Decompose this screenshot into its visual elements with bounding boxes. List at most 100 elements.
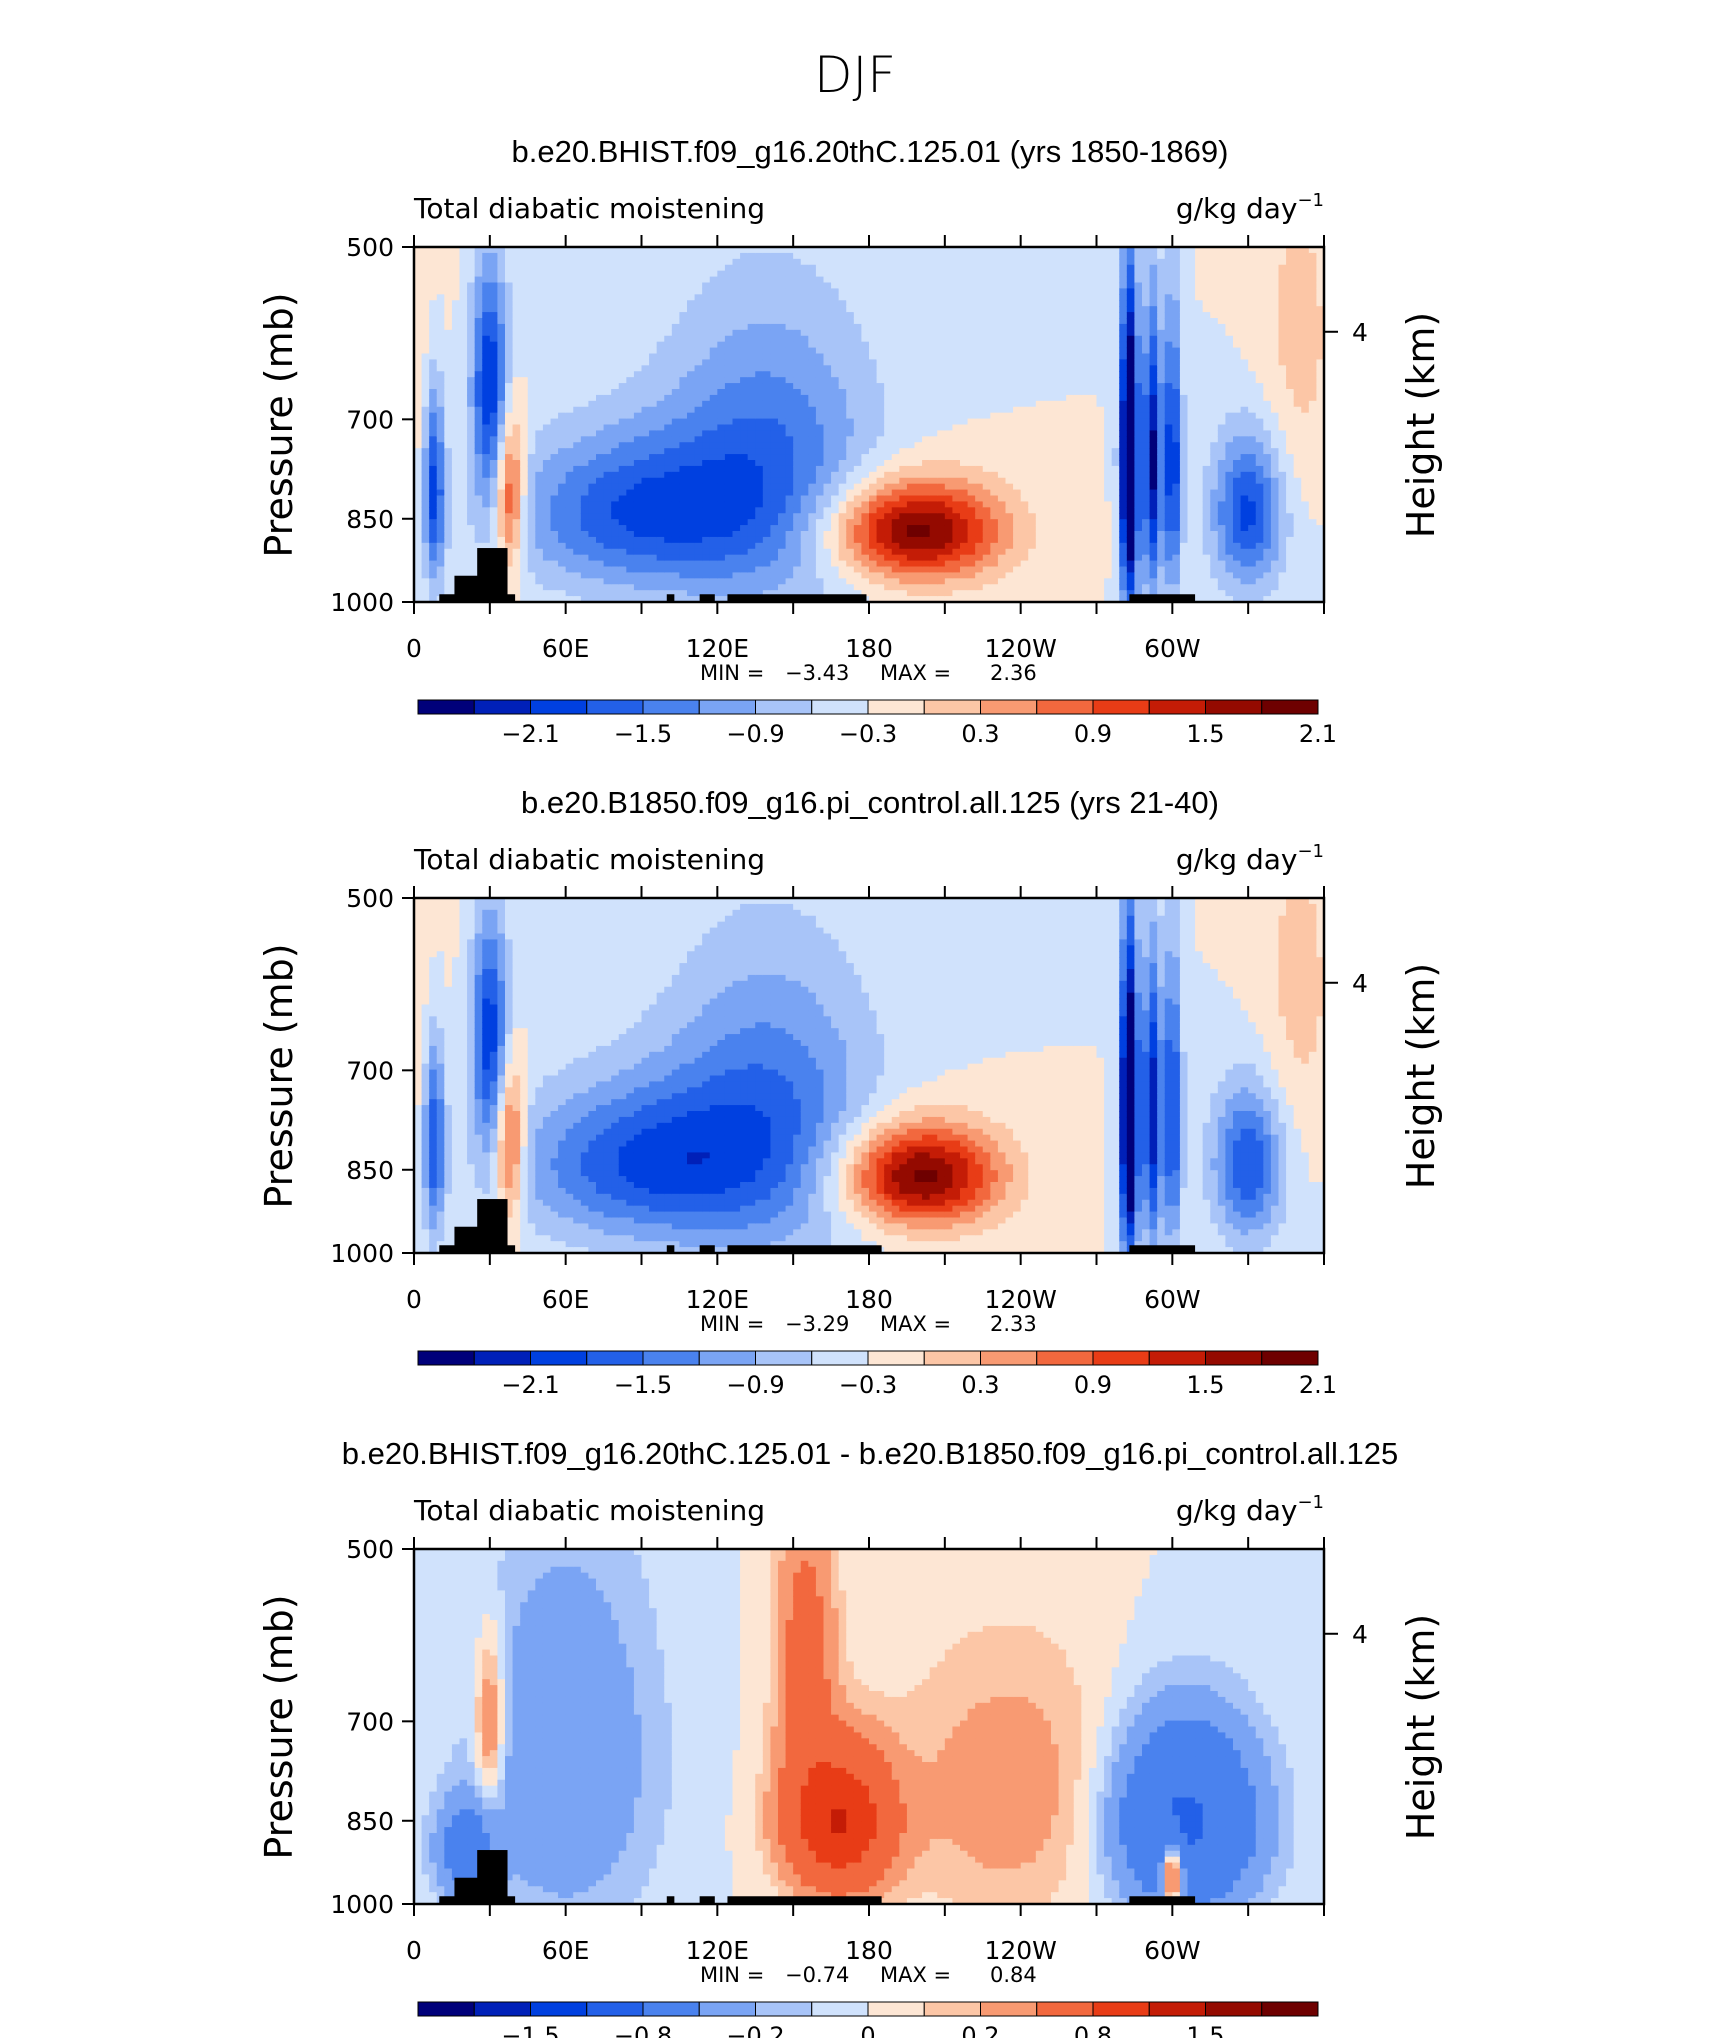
field-cell [914,501,923,508]
field-cell [656,477,665,485]
field-cell [687,264,696,272]
field-cell [770,483,779,491]
field-cell [944,471,954,479]
field-cell [687,252,696,260]
field-cell [664,501,673,508]
field-cell [944,442,954,449]
field-cell [808,412,817,420]
field-cell [960,329,969,337]
field-cell [914,590,923,597]
field-cell [641,365,650,372]
field-cell [444,294,453,301]
field-cell [671,276,681,284]
field-cell [421,507,430,514]
field-cell [618,519,627,526]
field-cell [899,359,908,366]
field-cell [929,371,938,378]
field-cell [884,252,893,260]
field-cell [747,572,756,579]
field-cell [1028,572,1037,579]
field-cell [755,483,764,491]
field-cell [679,519,688,526]
field-cell [770,507,779,514]
field-cell [952,365,961,372]
field-cell [542,465,552,473]
field-cell [1028,323,1037,331]
field-cell [846,418,855,426]
field-cell [960,584,969,591]
field-cell [565,288,574,295]
field-cell [694,507,703,514]
field-cell [520,519,529,526]
field-cell [732,531,741,538]
field-cell [550,495,559,503]
field-cell [687,318,696,325]
field-cell [906,264,916,272]
field-cell [1005,460,1014,467]
field-cell [702,270,711,278]
field-cell [550,288,559,295]
field-cell [914,247,923,254]
field-cell [611,394,620,402]
field-cell [755,276,764,284]
field-cell [618,412,627,420]
field-cell [1005,560,1014,568]
field-cell [838,483,847,491]
field-cell [937,566,946,574]
field-cell [588,531,597,538]
field-cell [808,264,817,272]
field-cell [505,282,514,290]
field-cell [906,406,916,414]
field-cell [975,578,984,585]
field-cell [679,554,688,562]
field-cell [846,465,855,473]
field-cell [542,294,552,301]
field-cell [785,465,794,473]
field-cell [793,566,802,574]
field-cell [421,300,430,307]
field-cell [649,400,658,408]
field-cell [459,548,468,556]
field-cell [724,323,734,331]
field-cell [853,489,863,497]
field-cell [656,495,665,503]
field-cell [558,247,567,254]
field-cell [831,329,840,337]
field-cell [1028,519,1037,526]
field-cell [762,572,772,579]
field-cell [603,335,612,343]
field-cell [1035,288,1045,295]
field-cell [740,560,749,568]
field-cell [694,294,703,301]
field-cell [626,554,635,562]
field-cell [853,465,863,473]
field-cell [808,536,817,544]
field-cell [429,572,438,579]
field-cell [982,489,991,497]
field-cell [649,412,658,420]
field-cell [489,536,499,544]
field-cell [444,578,453,585]
field-cell [800,566,809,574]
field-cell [671,430,681,437]
field-cell [800,300,809,307]
field-cell [861,306,870,313]
panel-1: b.e20.BHIST.f09_g16.20thC.125.01 (yrs 18… [257,134,1443,748]
field-cell [671,282,681,290]
field-cell [1028,400,1037,408]
field-cell [596,329,605,337]
field-cell [747,270,756,278]
field-cell [952,531,961,538]
field-cell [414,501,423,508]
field-cell [1013,560,1022,568]
field-cell [444,383,453,390]
field-cell [793,513,802,520]
field-cell [793,318,802,325]
field-cell [853,264,863,272]
field-cell [1035,477,1045,485]
field-cell [550,347,559,355]
field-cell [451,471,461,479]
field-cell [1035,400,1045,408]
field-cell [611,548,620,556]
field-cell [633,554,643,562]
